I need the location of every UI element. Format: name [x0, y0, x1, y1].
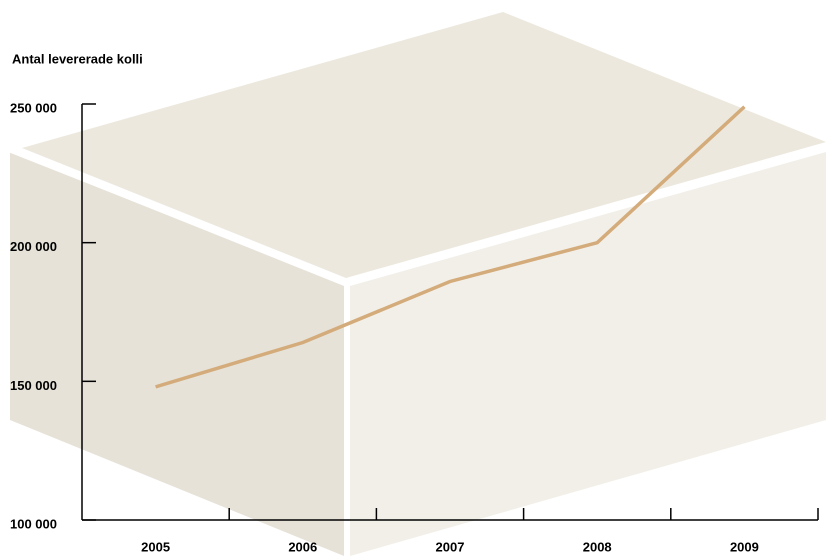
x-tick-label: 2007 — [436, 539, 465, 554]
x-tick-label: 2009 — [730, 539, 759, 554]
x-tick-label: 2006 — [288, 539, 317, 554]
y-tick-label: 100 000 — [10, 516, 57, 531]
y-tick-label: 250 000 — [10, 100, 57, 115]
y-tick-label: 150 000 — [10, 378, 57, 393]
y-tick-label: 200 000 — [10, 239, 57, 254]
data-line — [155, 105, 746, 389]
x-tick-label: 2008 — [583, 539, 612, 554]
x-tick-label: 2005 — [141, 539, 170, 554]
y-axis-title: Antal levererade kolli — [12, 51, 143, 66]
background-box — [9, 12, 826, 556]
